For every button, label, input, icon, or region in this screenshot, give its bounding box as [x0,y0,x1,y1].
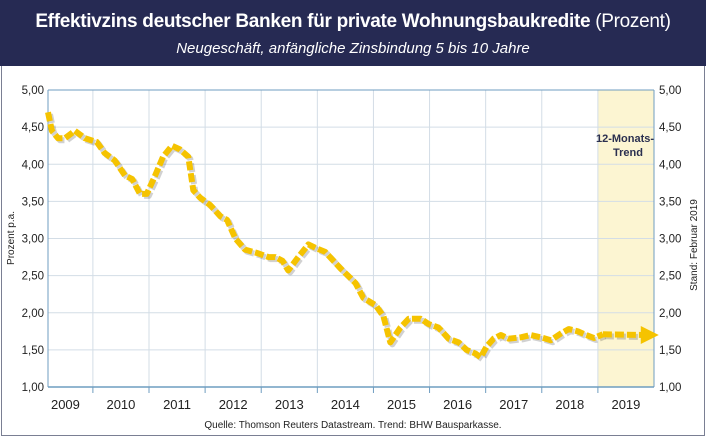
series-line-effektivzins [45,111,605,361]
y-tick-label-right: 3,00 [659,234,681,246]
y-tick-label-left: 5,00 [22,85,44,97]
right-axis-label: Stand: Februar 2019 [689,199,700,291]
series-shadow [47,113,607,363]
series-line-trend [602,331,643,338]
x-tick-label: 2017 [499,397,528,412]
x-tick-label: 2012 [219,397,248,412]
x-tick-label: 2014 [331,397,360,412]
chart-subtitle: Neugeschäft, anfängliche Zinsbindung 5 b… [176,40,530,57]
x-tick-label: 2013 [275,397,304,412]
y-tick-label-left: 2,00 [22,308,44,320]
y-tick-label-right: 1,00 [659,382,681,394]
trend-label-line2: Trend [613,147,643,159]
x-tick-label: 2015 [387,397,416,412]
y-tick-label-right: 3,50 [659,196,681,208]
x-tick-label: 2010 [106,397,135,412]
chart-title: Effektivzins deutscher Banken für privat… [35,11,591,32]
y-tick-label-left: 3,00 [22,234,44,246]
trend-label-line1: 12-Monats- [596,133,654,145]
y-tick-label-right: 1,50 [659,345,681,357]
chart-header: Effektivzins deutscher Banken für privat… [0,0,706,66]
chart-title-unit: (Prozent) [595,11,671,32]
y-tick-label-left: 1,50 [22,345,44,357]
trend-arrowhead-icon [640,326,659,345]
y-tick-label-left: 3,50 [22,196,44,208]
y-tick-label-right: 4,50 [659,122,681,134]
y-tick-label-right: 4,00 [659,159,681,171]
y-tick-label-left: 4,50 [22,122,44,134]
x-tick-label: 2011 [163,397,191,412]
chart-title-line: Effektivzins deutscher Banken für privat… [0,11,706,33]
y-axis-label: Prozent p.a. [6,211,17,265]
y-tick-label-left: 2,50 [22,271,44,283]
x-tick-label: 2009 [51,397,80,412]
source-note: Quelle: Thomson Reuters Datastream. Tren… [204,420,501,431]
x-tick-label: 2016 [443,397,472,412]
y-tick-label-left: 4,00 [22,159,44,171]
y-tick-label-right: 5,00 [659,85,681,97]
x-tick-label: 2019 [611,397,640,412]
x-tick-label: 2018 [555,397,584,412]
y-tick-label-right: 2,50 [659,271,681,283]
y-tick-label-right: 2,00 [659,308,681,320]
chart-border [1,66,705,436]
y-tick-label-left: 1,00 [22,382,44,394]
